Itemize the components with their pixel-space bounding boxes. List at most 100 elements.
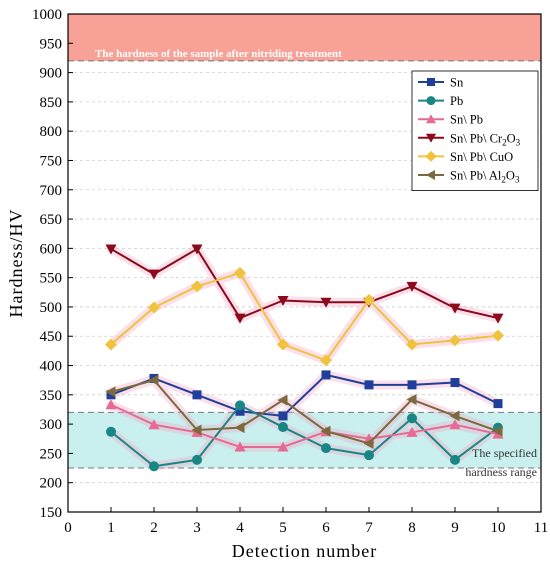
x-axis-label: Detection number [232, 541, 377, 561]
legend-label: Sn\ Pb\ CuO [450, 150, 513, 164]
series-glow [106, 268, 503, 365]
data-point [148, 419, 160, 430]
y-tick-label: 300 [40, 417, 63, 433]
legend-marker [425, 150, 437, 162]
data-point [234, 422, 245, 434]
legend-label: Sn\ Pb [450, 113, 483, 127]
y-tick-label: 800 [40, 124, 63, 140]
series-line [110, 373, 499, 417]
series-line [110, 379, 499, 445]
data-point [492, 329, 504, 342]
y-tick-label: 150 [40, 505, 63, 521]
legend-marker [426, 133, 436, 143]
data-point [492, 425, 503, 437]
y-tick-label: 950 [40, 36, 63, 52]
plot-frame [67, 13, 542, 513]
data-point [407, 380, 417, 390]
data-point [449, 419, 461, 430]
data-point [105, 386, 116, 398]
legend-label: Sn\ Pb\ Cr2O3 [450, 131, 521, 147]
legend-label: Pb [450, 94, 463, 108]
data-point [406, 394, 417, 406]
y-tick-label: 500 [40, 300, 63, 316]
y-tick-label: 1000 [32, 7, 62, 23]
data-point [449, 410, 460, 422]
x-tick-label: 6 [322, 520, 330, 536]
data-point [234, 266, 246, 279]
data-point [148, 269, 160, 280]
y-axis-label: Hardness/HV [6, 209, 26, 318]
y-tick-label: 450 [40, 329, 63, 345]
data-point [191, 424, 202, 436]
legend-marker [426, 170, 435, 180]
legend-marker [426, 114, 436, 124]
x-tick-label: 0 [64, 520, 72, 536]
x-tick-label: 10 [491, 520, 506, 536]
series-glow [106, 244, 503, 323]
data-point [406, 426, 418, 437]
data-point [191, 280, 203, 293]
data-point [320, 297, 332, 308]
legend-label: Sn\ Pb\ Al2O3 [450, 169, 520, 185]
y-tick-label: 600 [40, 241, 63, 257]
data-point [277, 295, 289, 306]
y-tick-label: 550 [40, 271, 63, 287]
y-tick-label: 200 [40, 476, 63, 492]
data-point [106, 426, 116, 437]
data-point [105, 338, 117, 351]
series-line [110, 271, 499, 362]
data-point [277, 441, 289, 452]
data-point [234, 441, 246, 452]
y-tick-label: 650 [40, 212, 63, 228]
x-tick-label: 7 [365, 520, 373, 536]
data-point [278, 422, 288, 433]
data-point [364, 450, 374, 461]
series-2 [105, 399, 504, 452]
data-point [320, 354, 332, 367]
data-point [364, 380, 374, 390]
data-point [105, 399, 117, 410]
data-point [149, 461, 159, 472]
data-point [363, 437, 374, 449]
legend-label: Sn [450, 76, 464, 90]
data-point [192, 390, 202, 400]
data-point [449, 303, 461, 314]
x-tick-label: 2 [150, 520, 158, 536]
data-point [450, 378, 460, 388]
data-point [277, 338, 289, 351]
y-tick-label: 700 [40, 183, 63, 199]
spec-band-label-2: hardness range [465, 465, 537, 479]
data-point [449, 334, 461, 347]
x-tick-label: 5 [279, 520, 287, 536]
x-tick-label: 4 [236, 520, 244, 536]
data-point [148, 374, 159, 386]
nitriding-band-label: The hardness of the sample after nitridi… [95, 48, 342, 60]
y-tick-label: 750 [40, 153, 63, 169]
data-point [321, 443, 331, 454]
data-point [148, 301, 160, 314]
x-tick-label: 11 [534, 520, 548, 536]
y-tick-label: 900 [40, 66, 63, 82]
data-point [192, 454, 202, 465]
x-tick-label: 3 [193, 520, 201, 536]
series-5 [105, 374, 503, 449]
data-point [450, 454, 460, 465]
legend-marker [427, 78, 435, 86]
data-point [234, 313, 246, 324]
legend: Sn Pb Sn\ Pb Sn\ Pb\ Cr2O3 Sn\ Pb\ CuO Sn\ Pb… [411, 70, 539, 191]
data-point [406, 338, 418, 351]
x-tick-label: 9 [451, 520, 459, 536]
x-tick-label: 1 [107, 520, 115, 536]
data-point [191, 244, 203, 255]
y-tick-label: 250 [40, 446, 63, 462]
data-point [363, 293, 375, 306]
series-4 [105, 266, 504, 367]
data-point [407, 413, 417, 424]
series-3 [105, 244, 504, 324]
data-point [321, 370, 331, 380]
data-point [492, 313, 504, 324]
series-line [110, 247, 499, 320]
data-point [406, 281, 418, 292]
